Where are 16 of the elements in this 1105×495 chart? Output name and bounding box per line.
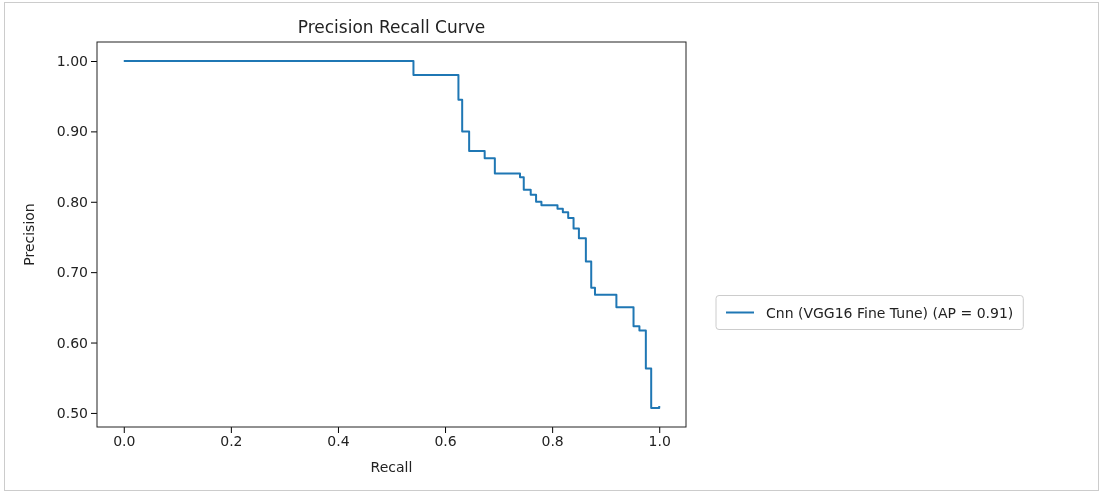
x-tick-label: 1.0 bbox=[648, 432, 671, 449]
y-axis-title: Precision bbox=[21, 203, 37, 266]
x-axis-title: Recall bbox=[370, 459, 413, 475]
x-tick-label: 0.6 bbox=[434, 432, 457, 449]
y-tick-label: 0.60 bbox=[56, 334, 88, 351]
x-tick-label: 0.2 bbox=[220, 432, 243, 449]
y-tick-label: 0.90 bbox=[56, 123, 88, 140]
x-tick-label: 0.0 bbox=[113, 432, 136, 449]
chart-title: Precision Recall Curve bbox=[297, 17, 486, 37]
legend-label: Cnn (VGG16 Fine Tune) (AP = 0.91) bbox=[766, 304, 1014, 321]
y-tick-label: 0.50 bbox=[56, 404, 88, 421]
y-tick-label: 0.80 bbox=[56, 193, 88, 210]
x-tick-label: 0.4 bbox=[327, 432, 350, 449]
x-tick-label: 0.8 bbox=[541, 432, 564, 449]
y-tick-label: 1.00 bbox=[56, 52, 88, 69]
y-tick-label: 0.70 bbox=[56, 264, 88, 281]
